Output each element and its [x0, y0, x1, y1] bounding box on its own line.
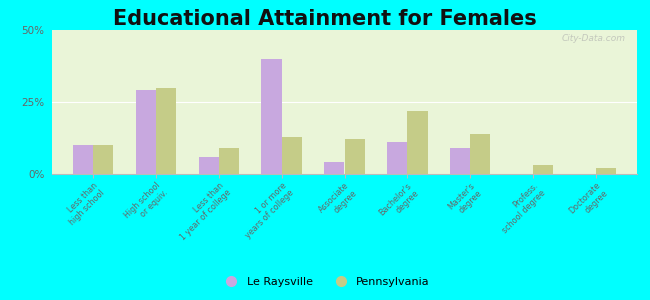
- Bar: [408, 111, 428, 174]
- Bar: [73, 145, 93, 174]
- Bar: [198, 157, 218, 174]
- Bar: [450, 148, 471, 174]
- Bar: [261, 59, 281, 174]
- Bar: [218, 148, 239, 174]
- Bar: [156, 88, 176, 174]
- Bar: [471, 134, 491, 174]
- Text: City-Data.com: City-Data.com: [562, 34, 625, 43]
- Bar: [344, 140, 365, 174]
- Text: Educational Attainment for Females: Educational Attainment for Females: [113, 9, 537, 29]
- Bar: [136, 91, 156, 174]
- Bar: [596, 168, 616, 174]
- Legend: Le Raysville, Pennsylvania: Le Raysville, Pennsylvania: [216, 273, 434, 291]
- Bar: [93, 145, 113, 174]
- Bar: [387, 142, 408, 174]
- Bar: [533, 165, 553, 174]
- Bar: [324, 163, 345, 174]
- Bar: [281, 136, 302, 174]
